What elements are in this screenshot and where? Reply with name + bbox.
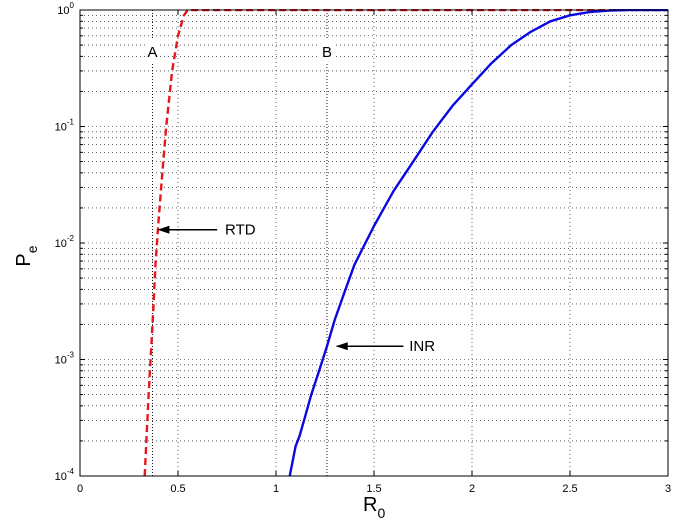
x-tick-label: 1.5 [366, 483, 381, 495]
tick-labels: 0 0.5 1 1.5 2 2.5 3 10-4 10-3 10-2 10-1 100 [55, 1, 671, 495]
axis-ticks [79, 10, 669, 476]
annotations: RTD INR [157, 222, 435, 355]
x-tick-label: 2 [469, 483, 475, 495]
x-axis-title: R0 [363, 494, 385, 521]
y-tick-label: 10-2 [55, 234, 75, 250]
grid [80, 10, 668, 476]
series-line-inr [288, 9, 668, 476]
reference-label-b: B [322, 44, 332, 61]
x-tick-label: 2.5 [562, 483, 577, 495]
reference-label-a: A [148, 44, 158, 61]
x-tick-label: 1 [273, 483, 279, 495]
y-axis-title: Pe [13, 245, 40, 266]
x-tick-label: 0.5 [170, 483, 185, 495]
reference-label-bg [319, 40, 334, 62]
x-tick-label: 3 [665, 483, 671, 495]
y-tick-label: 10-4 [55, 467, 75, 483]
y-tick-label: 10-1 [55, 118, 75, 134]
annotation-label-rtd: RTD [225, 222, 256, 239]
annotation-label-inr: INR [409, 338, 435, 355]
y-tick-label: 10-3 [55, 351, 75, 367]
y-tick-label: 100 [57, 1, 74, 17]
x-tick-label: 0 [77, 483, 83, 495]
reference-label-bg [145, 40, 160, 62]
